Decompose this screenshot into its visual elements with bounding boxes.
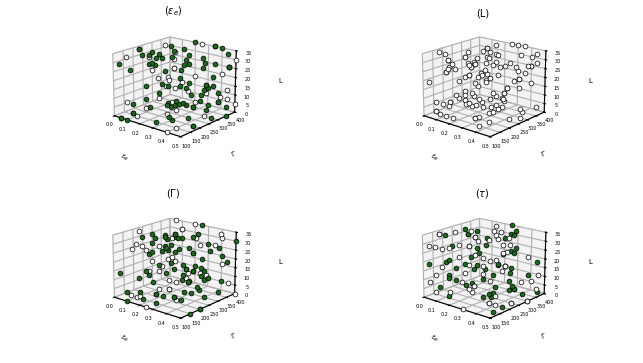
Title: (L): (L) (476, 8, 489, 18)
Y-axis label: $\Gamma$: $\Gamma$ (539, 148, 548, 159)
X-axis label: $\epsilon_e$: $\epsilon_e$ (120, 152, 131, 163)
X-axis label: $\epsilon_e$: $\epsilon_e$ (429, 334, 440, 345)
X-axis label: $\epsilon_e$: $\epsilon_e$ (120, 334, 131, 345)
X-axis label: $\epsilon_e$: $\epsilon_e$ (429, 152, 440, 163)
Title: ($\Gamma$): ($\Gamma$) (166, 187, 180, 200)
Title: ($\epsilon_e$): ($\epsilon_e$) (164, 5, 183, 18)
Y-axis label: $\Gamma$: $\Gamma$ (230, 148, 239, 159)
Y-axis label: $\Gamma$: $\Gamma$ (539, 330, 548, 340)
Title: ($\tau$): ($\tau$) (475, 187, 490, 200)
Y-axis label: $\Gamma$: $\Gamma$ (230, 330, 239, 340)
